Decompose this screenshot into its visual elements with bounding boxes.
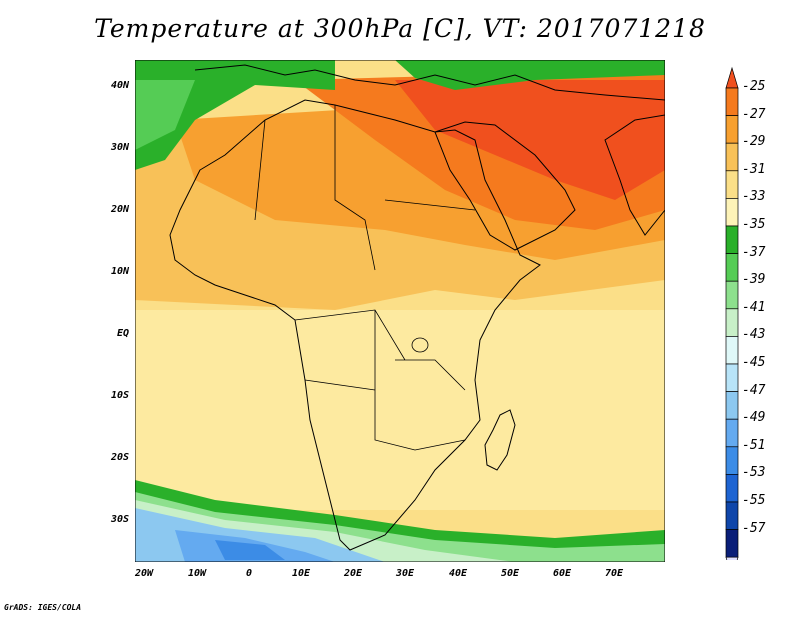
colorbar-label: -29 xyxy=(742,134,766,150)
colorbar-label: -33 xyxy=(742,189,766,205)
lon-label-20w: 20W xyxy=(134,568,154,579)
colorbar-label: -35 xyxy=(742,217,766,232)
colorbar-box xyxy=(725,446,739,475)
colorbar-label: -47 xyxy=(742,382,766,398)
colorbar-box xyxy=(725,253,739,282)
lon-label-60e: 60E xyxy=(552,568,572,579)
colorbar-box xyxy=(725,87,739,116)
lat-label-30s: 30S xyxy=(110,514,129,525)
colorbar-box xyxy=(725,363,739,392)
colorbar-label: -55 xyxy=(742,493,766,508)
lon-label-40e: 40E xyxy=(448,568,468,579)
colorbar-box xyxy=(725,501,739,530)
colorbar-label: -37 xyxy=(742,244,766,260)
lat-label-10n: 10N xyxy=(110,266,129,277)
colorbar-box xyxy=(725,308,739,337)
grads-credit: GrADS: IGES/COLA xyxy=(4,603,82,612)
colorbar-label: -57 xyxy=(742,520,766,536)
chart-title: Temperature at 300hPa [C], VT: 201707121… xyxy=(94,14,706,43)
colorbar-box xyxy=(725,142,739,172)
colorbar-label: -25 xyxy=(742,79,766,94)
colorbar-label: -41 xyxy=(742,299,766,315)
lon-label-10e: 10E xyxy=(291,568,311,579)
colorbar-box xyxy=(725,336,739,365)
colorbar-label: -39 xyxy=(742,272,766,288)
colorbar-box xyxy=(725,391,739,420)
colorbar-label: -45 xyxy=(742,355,766,370)
lon-label-70e: 70E xyxy=(604,568,624,579)
colorbar xyxy=(725,66,739,560)
lat-label-30n: 30N xyxy=(110,142,129,153)
colorbar-label: -51 xyxy=(742,437,766,453)
colorbar-box xyxy=(725,115,739,144)
colorbar-label: -53 xyxy=(742,465,766,481)
colorbar-box xyxy=(725,170,739,199)
colorbar-box xyxy=(725,474,739,503)
colorbar-label: -49 xyxy=(742,410,766,426)
colorbar-bottom-arrow xyxy=(725,556,739,560)
lat-label-20n: 20N xyxy=(110,204,129,215)
lon-label-20e: 20E xyxy=(343,568,363,579)
lat-label-eq: EQ xyxy=(116,328,129,339)
lon-label-50e: 50E xyxy=(500,568,520,579)
colorbar-box xyxy=(725,198,739,227)
colorbar-box xyxy=(725,529,739,558)
lat-label-10s: 10S xyxy=(110,390,129,401)
colorbar-label: -31 xyxy=(742,161,766,177)
lon-label-30e: 30E xyxy=(395,568,415,579)
colorbar-box xyxy=(725,225,739,254)
lat-label-20s: 20S xyxy=(110,452,129,463)
colorbar-label: -43 xyxy=(742,327,766,343)
lon-label-10w: 10W xyxy=(187,568,207,579)
colorbar-label: -27 xyxy=(742,106,766,122)
lat-label-40n: 40N xyxy=(110,80,129,91)
temperature-map xyxy=(135,60,665,562)
colorbar-box xyxy=(725,418,739,448)
colorbar-box xyxy=(725,280,739,310)
lon-label-0: 0 xyxy=(245,568,253,579)
colorbar-top-arrow xyxy=(725,66,739,89)
